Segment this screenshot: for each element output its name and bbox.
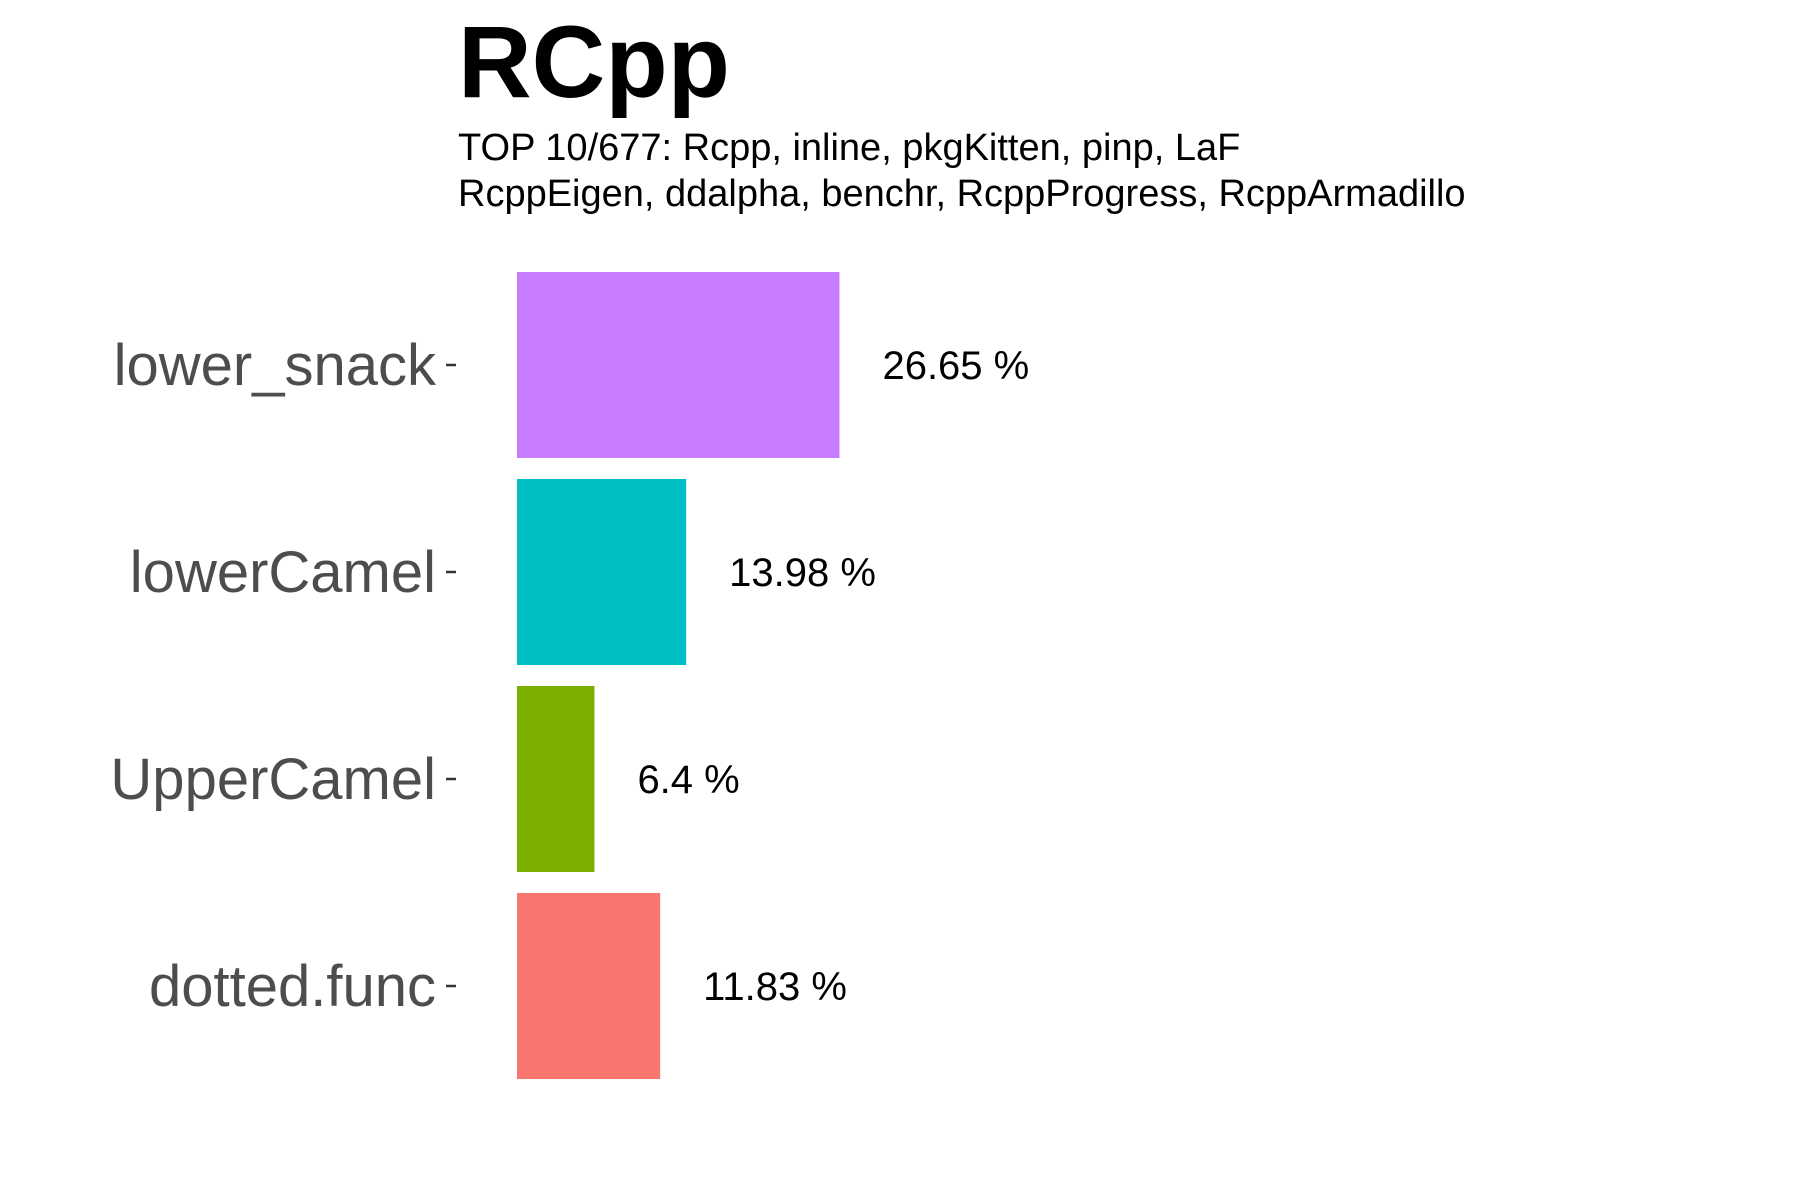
- bar-dotted-func: [517, 893, 661, 1079]
- chart-title: RCpp: [458, 5, 730, 119]
- data-label-dotted-func: 11.83 %: [703, 965, 847, 1009]
- y-tick-label-uppercamel: UpperCamel: [110, 747, 436, 812]
- y-tick-label-dotted-func: dotted.func: [149, 954, 436, 1019]
- bar-uppercamel: [517, 686, 595, 872]
- bar-lower-snack: [517, 272, 840, 458]
- data-label-lowercamel: 13.98 %: [729, 551, 876, 595]
- bar-lowercamel: [517, 479, 687, 665]
- chart-subtitle-line-2: RcppEigen, ddalpha, benchr, RcppProgress…: [458, 173, 1466, 215]
- bars-layer: lower_snack 26.65 % lowerCamel 13.98 % Upper…: [110, 272, 1029, 1079]
- y-tick-label-lowercamel: lowerCamel: [130, 540, 436, 605]
- data-label-uppercamel: 6.4 %: [637, 758, 739, 802]
- chart-subtitle-line-1: TOP 10/677: Rcpp, inline, pkgKitten, pin…: [458, 127, 1240, 169]
- y-tick-label-lower-snack: lower_snack: [114, 333, 437, 398]
- data-label-lower-snack: 26.65 %: [882, 344, 1029, 388]
